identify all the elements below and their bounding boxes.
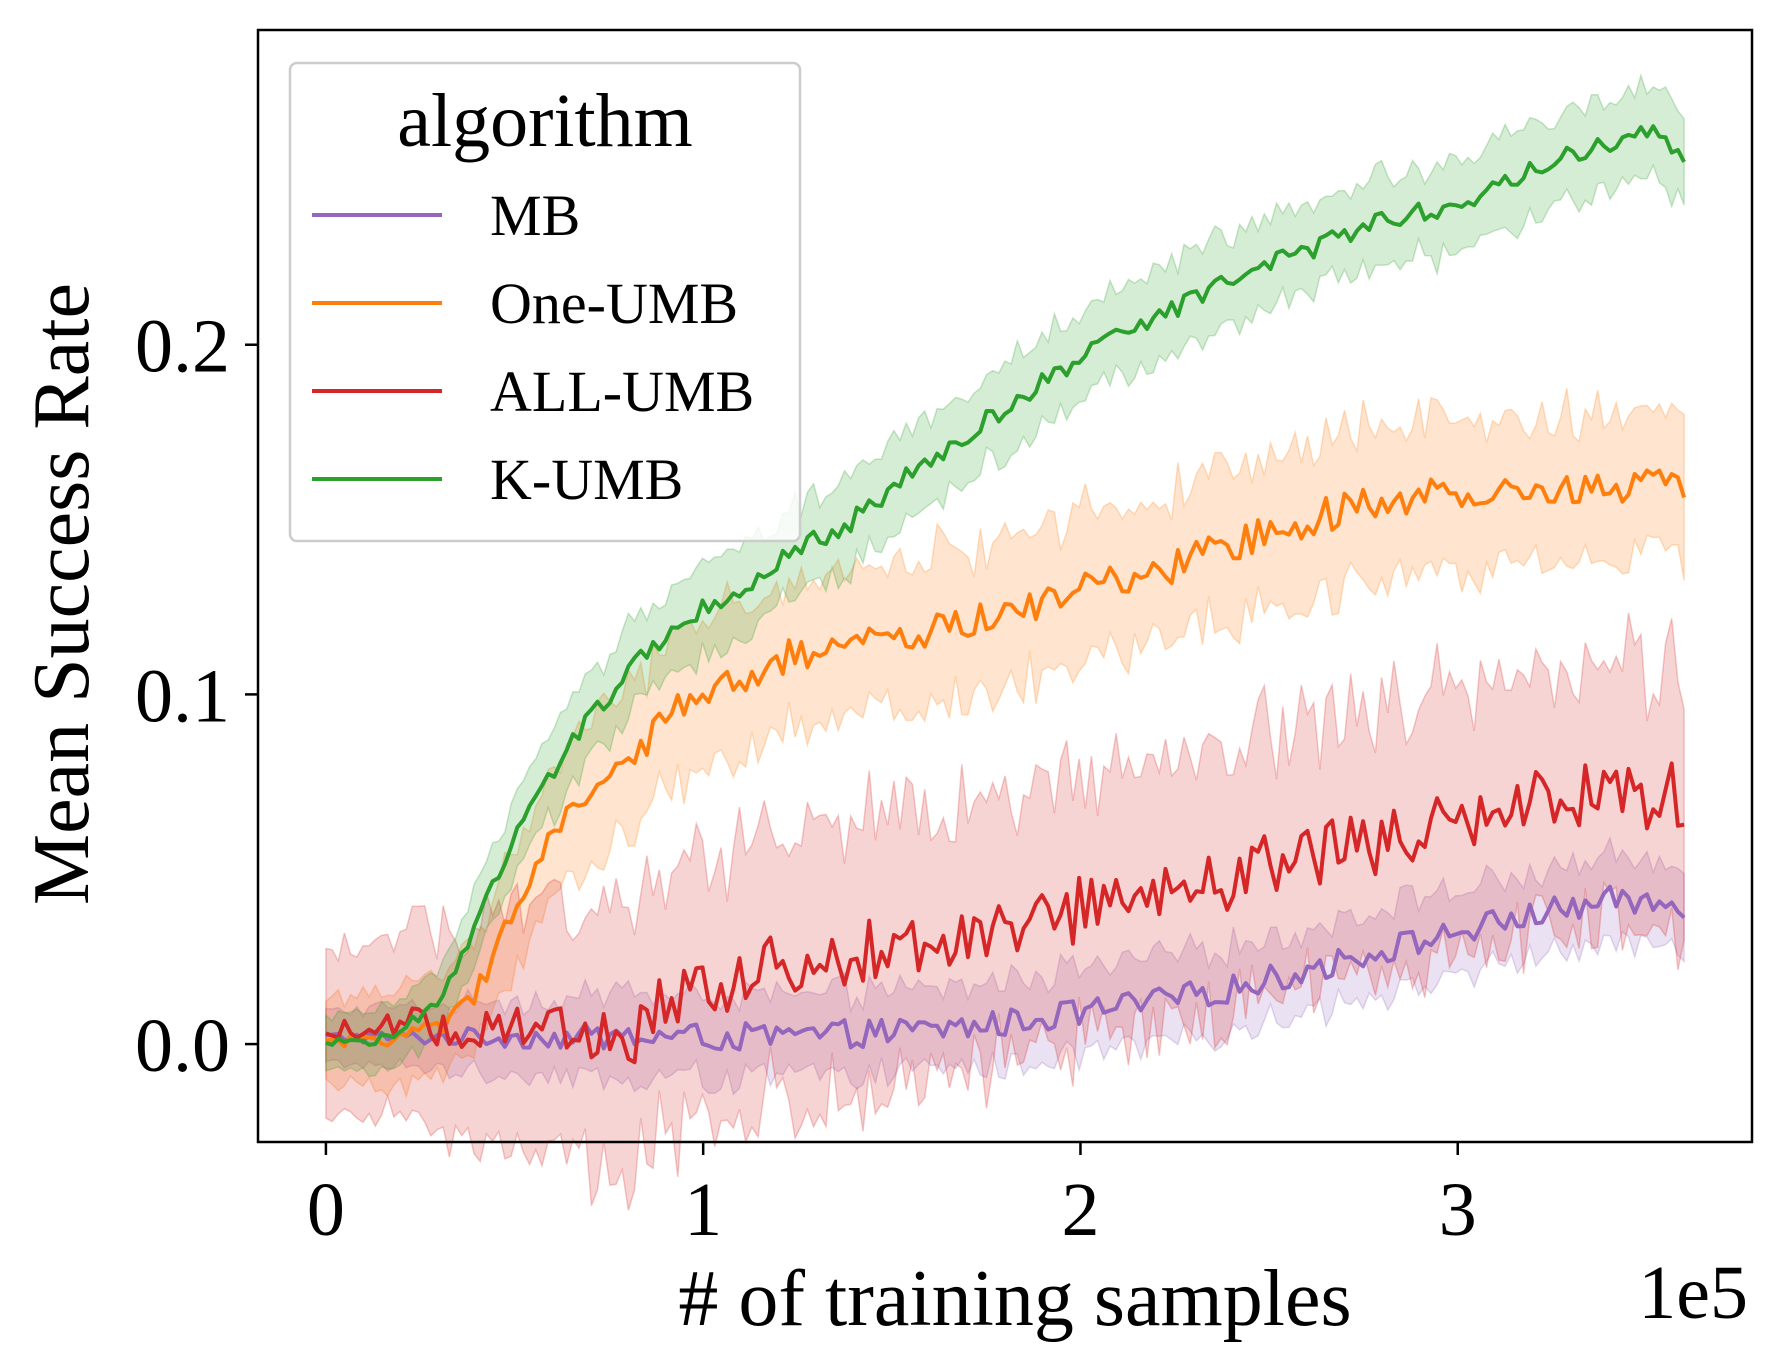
x-axis-ticks: 0 1 2 3 xyxy=(307,1142,1477,1252)
legend-entries: MB One-UMB ALL-UMB K-UMB xyxy=(312,183,754,512)
y-tick-label: 0.0 xyxy=(135,1004,230,1088)
x-tick-label: 2 xyxy=(1061,1168,1099,1252)
legend-title: algorithm xyxy=(397,79,693,163)
band-all-umb xyxy=(325,612,1685,1211)
x-tick-label: 0 xyxy=(307,1168,345,1252)
legend-label-mb: MB xyxy=(490,183,580,248)
line-mb xyxy=(325,884,1686,1052)
band-one-umb xyxy=(325,387,1685,1099)
legend-label-one-umb: One-UMB xyxy=(490,271,738,336)
x-axis-multiplier: 1e5 xyxy=(1638,1251,1748,1335)
x-tick-label: 3 xyxy=(1439,1168,1477,1252)
x-axis-label: # of training samples xyxy=(678,1255,1351,1343)
legend-label-all-umb: ALL-UMB xyxy=(490,359,754,424)
line-one-umb xyxy=(325,468,1687,1049)
series-lines xyxy=(325,124,1687,1065)
x-tick-label: 1 xyxy=(684,1168,722,1252)
line-k-umb xyxy=(325,124,1686,1047)
y-tick-label: 0.1 xyxy=(135,654,230,738)
plot-frame xyxy=(256,28,1754,1144)
confidence-bands xyxy=(325,72,1685,1211)
y-axis-ticks: 0.0 0.1 0.2 xyxy=(135,305,258,1088)
legend-box xyxy=(288,61,802,543)
band-mb xyxy=(325,835,1685,1096)
legend: algorithm MB One-UMB ALL-UMB K-UMB xyxy=(288,61,802,543)
y-axis-label: Mean Success Rate xyxy=(18,283,106,905)
line-all-umb xyxy=(325,761,1685,1065)
y-tick-label: 0.2 xyxy=(135,305,230,389)
legend-label-k-umb: K-UMB xyxy=(490,447,683,512)
